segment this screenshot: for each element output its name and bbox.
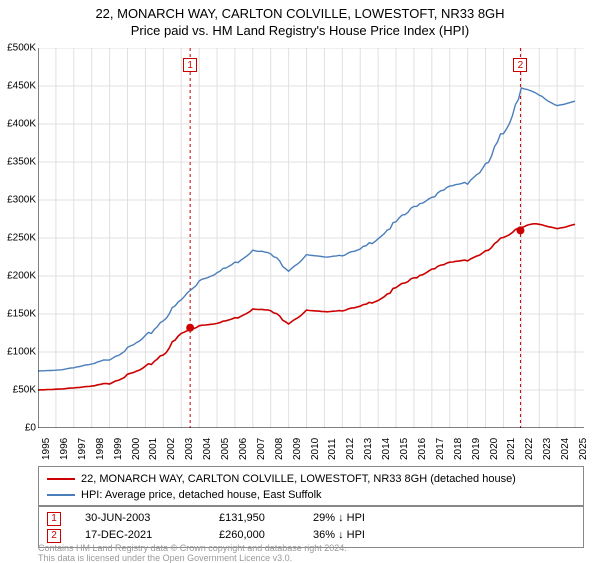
- x-tick-label: 2021: [506, 438, 517, 460]
- footer-line: Contains HM Land Registry data © Crown c…: [38, 543, 584, 553]
- footer-line: This data is licensed under the Open Gov…: [38, 553, 584, 563]
- x-tick-label: 2003: [184, 438, 195, 460]
- chart-marker-badge: 2: [513, 58, 527, 72]
- y-tick-label: £300K: [7, 195, 36, 206]
- x-tick-label: 2011: [327, 438, 338, 460]
- y-tick-label: £100K: [7, 347, 36, 358]
- x-tick-label: 1996: [59, 438, 70, 460]
- marker-row: 2 17-DEC-2021 £260,000 36% ↓ HPI: [47, 527, 575, 544]
- x-tick-label: 2007: [256, 438, 267, 460]
- y-tick-label: £0: [25, 423, 36, 434]
- x-tick-label: 2016: [417, 438, 428, 460]
- chart-plot-area: 12: [38, 48, 584, 428]
- x-tick-label: 2002: [166, 438, 177, 460]
- legend-swatch: [47, 494, 75, 496]
- legend-item: HPI: Average price, detached house, East…: [47, 487, 575, 503]
- legend: 22, MONARCH WAY, CARLTON COLVILLE, LOWES…: [38, 466, 584, 506]
- x-tick-label: 2001: [148, 438, 159, 460]
- x-tick-label: 2022: [524, 438, 535, 460]
- x-tick-label: 2014: [381, 438, 392, 460]
- y-tick-label: £450K: [7, 81, 36, 92]
- legend-item: 22, MONARCH WAY, CARLTON COLVILLE, LOWES…: [47, 471, 575, 487]
- x-tick-label: 2013: [363, 438, 374, 460]
- x-tick-label: 2024: [560, 438, 571, 460]
- chart-title-line2: Price paid vs. HM Land Registry's House …: [0, 21, 600, 38]
- x-tick-label: 1998: [95, 438, 106, 460]
- x-tick-label: 2015: [399, 438, 410, 460]
- x-tick-label: 1997: [77, 438, 88, 460]
- x-tick-label: 2018: [453, 438, 464, 460]
- marker-date: 30-JUN-2003: [85, 510, 195, 527]
- chart-marker-badge: 1: [183, 58, 197, 72]
- marker-row: 1 30-JUN-2003 £131,950 29% ↓ HPI: [47, 510, 575, 527]
- marker-badge: 1: [47, 512, 61, 526]
- x-tick-label: 2025: [578, 438, 589, 460]
- chart-title-line1: 22, MONARCH WAY, CARLTON COLVILLE, LOWES…: [0, 0, 600, 21]
- marker-table: 1 30-JUN-2003 £131,950 29% ↓ HPI 2 17-DE…: [38, 506, 584, 548]
- x-tick-label: 2008: [274, 438, 285, 460]
- marker-pct: 29% ↓ HPI: [313, 510, 423, 527]
- y-tick-label: £200K: [7, 271, 36, 282]
- y-tick-label: £400K: [7, 119, 36, 130]
- x-tick-label: 2005: [220, 438, 231, 460]
- x-tick-label: 2017: [435, 438, 446, 460]
- footer-attribution: Contains HM Land Registry data © Crown c…: [38, 543, 584, 563]
- x-tick-label: 2019: [471, 438, 482, 460]
- marker-price: £260,000: [219, 527, 289, 544]
- x-tick-label: 2010: [310, 438, 321, 460]
- x-tick-label: 2006: [238, 438, 249, 460]
- y-tick-label: £50K: [13, 385, 36, 396]
- x-tick-label: 2020: [489, 438, 500, 460]
- x-tick-label: 1999: [113, 438, 124, 460]
- x-tick-label: 2009: [292, 438, 303, 460]
- x-tick-label: 1995: [41, 438, 52, 460]
- x-tick-label: 2004: [202, 438, 213, 460]
- y-axis-labels: £0£50K£100K£150K£200K£250K£300K£350K£400…: [0, 48, 38, 428]
- y-tick-label: £350K: [7, 157, 36, 168]
- x-tick-label: 2012: [345, 438, 356, 460]
- x-axis-labels: 1995 1996 1997 1998 1999 2000 2001 2002 2003 2004…: [38, 430, 584, 470]
- y-tick-label: £250K: [7, 233, 36, 244]
- legend-swatch: [47, 478, 75, 480]
- marker-price: £131,950: [219, 510, 289, 527]
- marker-pct: 36% ↓ HPI: [313, 527, 423, 544]
- legend-label: HPI: Average price, detached house, East…: [81, 487, 322, 503]
- marker-date: 17-DEC-2021: [85, 527, 195, 544]
- marker-badge: 2: [47, 529, 61, 543]
- y-tick-label: £150K: [7, 309, 36, 320]
- x-tick-label: 2023: [542, 438, 553, 460]
- y-tick-label: £500K: [7, 43, 36, 54]
- x-tick-label: 2000: [131, 438, 142, 460]
- legend-label: 22, MONARCH WAY, CARLTON COLVILLE, LOWES…: [81, 471, 516, 487]
